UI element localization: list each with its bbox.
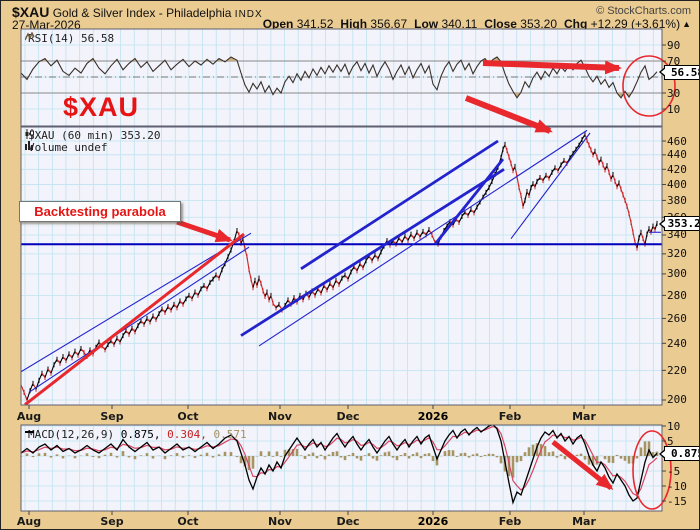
rsi-current-value-box: 56.58 — [659, 64, 699, 80]
ohlc-field-label: Chg — [564, 17, 588, 31]
red-arrow-annotation — [176, 219, 233, 243]
red-arrow-annotation — [482, 60, 622, 75]
y-axis-label-macd: -15 — [667, 494, 687, 508]
chart-date: 27-Mar-2026 — [12, 18, 81, 32]
y-axis-label-price: 300 — [667, 267, 687, 281]
x-tick-label: Oct — [177, 410, 199, 423]
macd-current-value-box: 0.875 — [659, 446, 699, 462]
x-tick-label: Oct — [177, 515, 199, 528]
y-axis-label-price: 220 — [667, 363, 687, 377]
ohlc-field-value: 356.67 — [367, 17, 408, 31]
x-tick-label: Sep — [100, 410, 124, 423]
y-axis-label-macd: 5 — [667, 434, 674, 448]
xau-annotation: $XAU — [63, 92, 140, 122]
y-axis-label-macd: -10 — [667, 479, 687, 493]
x-tick-label: Nov — [268, 410, 292, 423]
y-axis-label-rsi: 70 — [667, 54, 681, 68]
macd-signal-value: 0.304, — [160, 428, 207, 441]
y-axis-label-rsi: 10 — [667, 102, 681, 116]
index-title: Gold & Silver Index - Philadelphia — [49, 6, 235, 20]
ohlc-readout: Open 341.52 High 356.67 Low 340.11 Close 35… — [256, 17, 691, 31]
macd-label: MACD(12,26,9) 0.875, 0.304, 0.571 — [25, 428, 247, 441]
x-tick-label: Dec — [336, 515, 360, 528]
y-axis-label-macd: 10 — [667, 419, 681, 433]
red-arrow-annotation — [464, 95, 553, 134]
ohlc-field-label: Open — [262, 17, 294, 31]
x-tick-label: 2026 — [417, 515, 449, 528]
ohlc-field-value: 340.11 — [438, 17, 478, 31]
ohlc-field-value: 341.52 — [293, 17, 334, 31]
chart-title-line: $XAU Gold & Silver Index - Philadelphia … — [12, 4, 263, 20]
y-axis-label-price: 240 — [667, 336, 687, 350]
y-axis-label-price: 400 — [667, 177, 687, 191]
ohlc-field-value: 353.20 — [516, 17, 558, 31]
red-ellipse-annotation — [632, 430, 672, 510]
x-tick-label: Mar — [572, 410, 596, 423]
ohlc-field-label: Close — [484, 17, 517, 31]
y-axis-label-price: 320 — [667, 247, 687, 261]
y-axis-label-price: 460 — [667, 134, 687, 148]
volume-label: Volume undef — [25, 141, 107, 154]
x-tick-label: Aug — [16, 410, 42, 423]
x-tick-label: Feb — [498, 515, 522, 528]
y-axis-label-macd: -5 — [667, 464, 681, 478]
backtesting-parabola-callout: Backtesting parabola — [19, 201, 181, 222]
price-current-value-box: 353.20 — [659, 216, 699, 232]
ohlc-field-value: +12.29 (+3.61%) — [587, 17, 681, 31]
y-axis-label-price: 340 — [667, 228, 687, 242]
y-axis-label-price: 200 — [667, 393, 687, 407]
x-tick-label: Nov — [268, 515, 292, 528]
exchange: INDX — [234, 9, 263, 20]
y-axis-label-rsi: 90 — [667, 38, 681, 52]
y-axis-label-price: 420 — [667, 162, 687, 176]
change-up-arrow-icon: ▲ — [682, 19, 691, 29]
y-axis-label-price: 260 — [667, 311, 687, 325]
rsi-label: RSI(14) 56.58 — [25, 32, 114, 45]
ohlc-field-label: High — [340, 17, 368, 31]
y-axis-label-rsi: 30 — [667, 86, 681, 100]
x-tick-label: Mar — [572, 515, 596, 528]
red-arrow-annotation — [551, 440, 614, 490]
y-axis-label-price: 440 — [667, 148, 687, 162]
symbol: $XAU — [12, 4, 50, 20]
macd-histogram-value: 0.571 — [206, 428, 247, 441]
x-tick-label: Aug — [16, 515, 42, 528]
ohlc-field-label: Low — [414, 17, 439, 31]
x-tick-label: Feb — [498, 410, 522, 423]
x-tick-label: Sep — [100, 515, 124, 528]
x-tick-label: 2026 — [417, 410, 449, 423]
copyright: © StockCharts.com — [596, 5, 691, 17]
y-axis-label-price: 380 — [667, 193, 687, 207]
x-tick-label: Dec — [336, 410, 360, 423]
y-axis-label-price: 280 — [667, 288, 687, 302]
macd-value: 0.875, — [120, 428, 161, 441]
